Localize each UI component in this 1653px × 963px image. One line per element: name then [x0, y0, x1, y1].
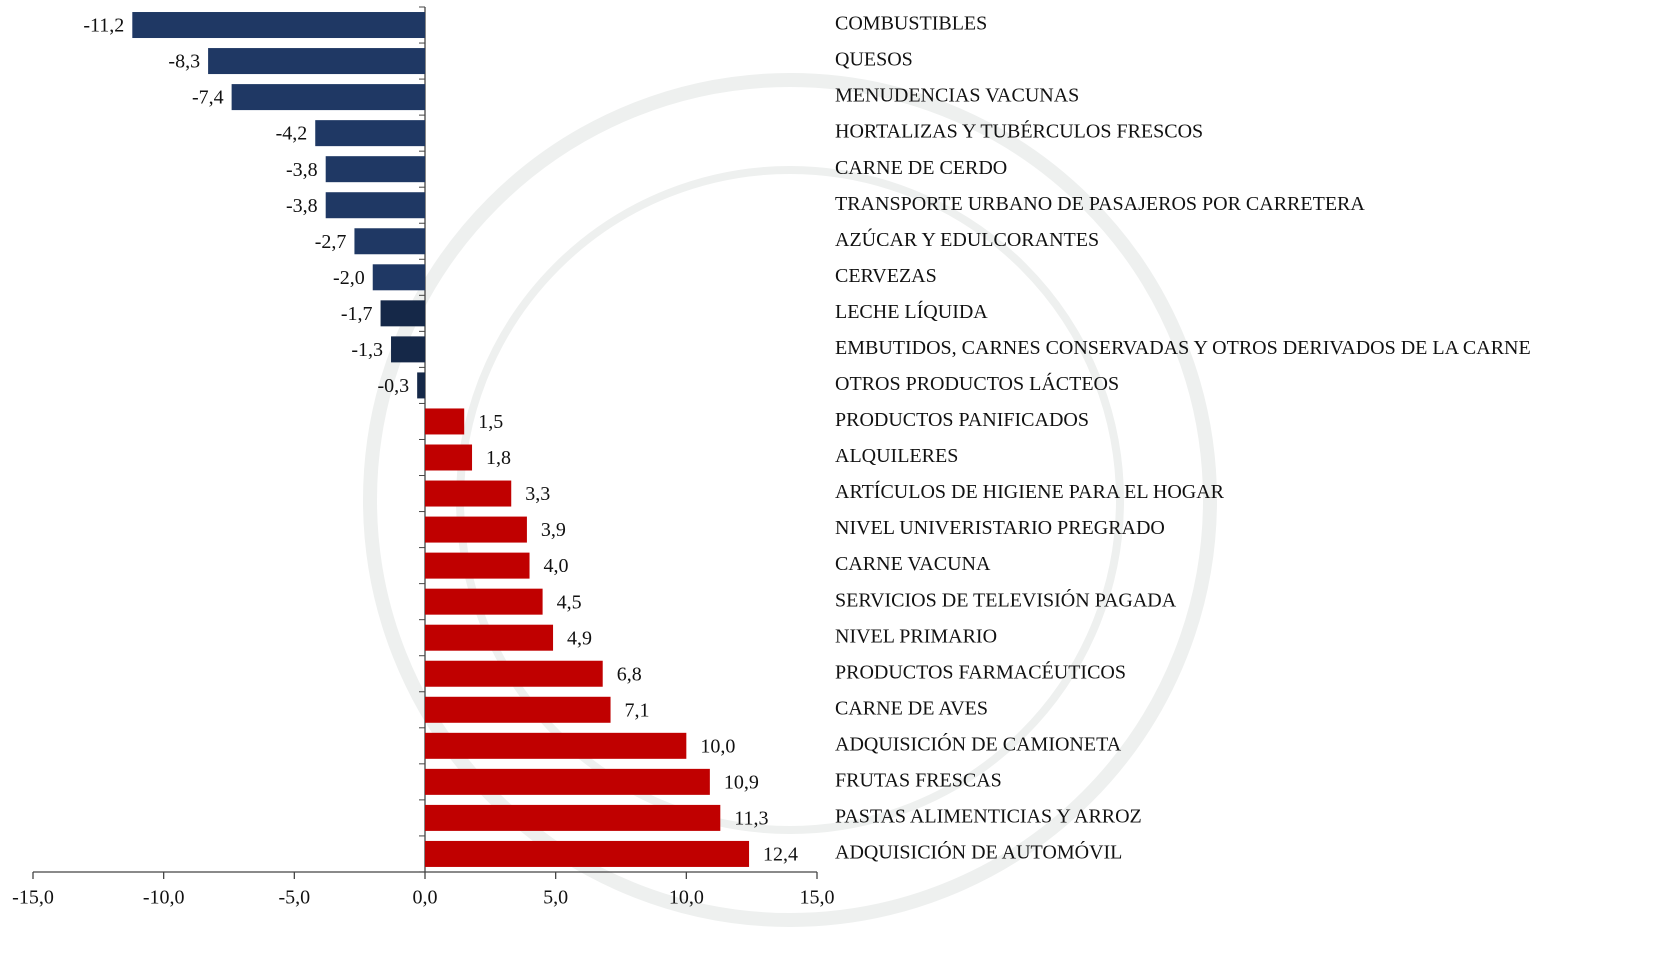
value-label: 1,5: [478, 411, 503, 433]
x-tick-label: -10,0: [143, 887, 185, 909]
bar: [231, 84, 425, 111]
value-label: 7,1: [625, 699, 650, 721]
x-tick-label: -15,0: [12, 887, 54, 909]
category-label: EMBUTIDOS, CARNES CONSERVADAS Y OTROS DE…: [835, 337, 1531, 359]
category-label: NIVEL UNIVERISTARIO PREGRADO: [835, 517, 1165, 539]
bar: [425, 588, 543, 615]
value-label: 10,9: [724, 771, 759, 793]
x-tick-label: 0,0: [413, 887, 438, 909]
bar: [425, 624, 554, 651]
bar: [425, 804, 721, 831]
bar: [354, 228, 425, 255]
value-label: -11,2: [83, 15, 124, 37]
bar: [391, 336, 425, 363]
category-label: HORTALIZAS Y TUBÉRCULOS FRESCOS: [835, 120, 1203, 143]
category-label: FRUTAS FRESCAS: [835, 769, 1002, 791]
value-label: -0,3: [377, 375, 409, 397]
value-label: -2,7: [315, 231, 347, 253]
value-label: -8,3: [168, 51, 200, 73]
category-label: PRODUCTOS FARMACÉUTICOS: [835, 660, 1126, 683]
category-label: ADQUISICIÓN DE AUTOMÓVIL: [835, 840, 1122, 864]
bar: [315, 120, 425, 147]
x-tick-label: 5,0: [543, 887, 568, 909]
category-label: ADQUISICIÓN DE CAMIONETA: [835, 731, 1122, 755]
bar: [425, 660, 603, 687]
value-label: -2,0: [333, 267, 365, 289]
bar: [425, 480, 512, 507]
category-label: ALQUILERES: [835, 445, 958, 467]
value-label: -3,8: [286, 159, 318, 181]
category-label: NIVEL PRIMARIO: [835, 625, 997, 647]
bar: [425, 516, 527, 543]
value-label: 4,9: [567, 627, 592, 649]
x-tick-label: -5,0: [278, 887, 310, 909]
value-label: 1,8: [486, 447, 511, 469]
category-label: ARTÍCULOS DE HIGIENE PARA EL HOGAR: [835, 480, 1225, 503]
value-label: 12,4: [763, 844, 798, 866]
value-label: 3,3: [525, 483, 550, 505]
category-label: CARNE VACUNA: [835, 553, 991, 575]
value-label: -1,3: [351, 339, 383, 361]
bar: [325, 156, 425, 183]
bar: [425, 408, 465, 435]
bar: [425, 552, 530, 579]
category-label: SERVICIOS DE TELEVISIÓN PAGADA: [835, 587, 1177, 611]
category-label: CERVEZAS: [835, 265, 937, 287]
value-label: 10,0: [700, 735, 735, 757]
value-label: 6,8: [617, 663, 642, 685]
bar: [380, 300, 425, 327]
x-tick-label: 10,0: [669, 887, 704, 909]
bar: [425, 444, 473, 471]
value-label: -4,2: [276, 123, 308, 145]
value-label: -7,4: [192, 87, 224, 109]
value-label: 11,3: [734, 807, 768, 829]
value-label: 4,5: [557, 591, 582, 613]
value-label: 4,0: [544, 555, 569, 577]
bar: [425, 840, 750, 867]
value-label: 3,9: [541, 519, 566, 541]
category-label: QUESOS: [835, 49, 913, 71]
bar: [325, 192, 425, 219]
x-tick-label: 15,0: [800, 887, 835, 909]
bar: [425, 696, 611, 723]
bar: [208, 48, 425, 75]
category-label: COMBUSTIBLES: [835, 13, 987, 35]
category-label: CARNE DE CERDO: [835, 157, 1007, 179]
bar: [132, 12, 425, 39]
bar: [372, 264, 425, 291]
category-label: PRODUCTOS PANIFICADOS: [835, 409, 1089, 431]
category-label: AZÚCAR Y EDULCORANTES: [835, 227, 1099, 251]
category-label: LECHE LÍQUIDA: [835, 300, 988, 323]
value-label: -3,8: [286, 195, 318, 217]
value-label: -1,7: [341, 303, 373, 325]
category-label: TRANSPORTE URBANO DE PASAJEROS POR CARRE…: [835, 193, 1365, 215]
category-label: PASTAS ALIMENTICIAS Y ARROZ: [835, 805, 1142, 827]
category-label: MENUDENCIAS VACUNAS: [835, 85, 1079, 107]
bar: [425, 768, 710, 795]
bar: [425, 732, 687, 759]
category-label: OTROS PRODUCTOS LÁCTEOS: [835, 372, 1119, 395]
bar: [417, 372, 425, 399]
category-label: CARNE DE AVES: [835, 697, 988, 719]
